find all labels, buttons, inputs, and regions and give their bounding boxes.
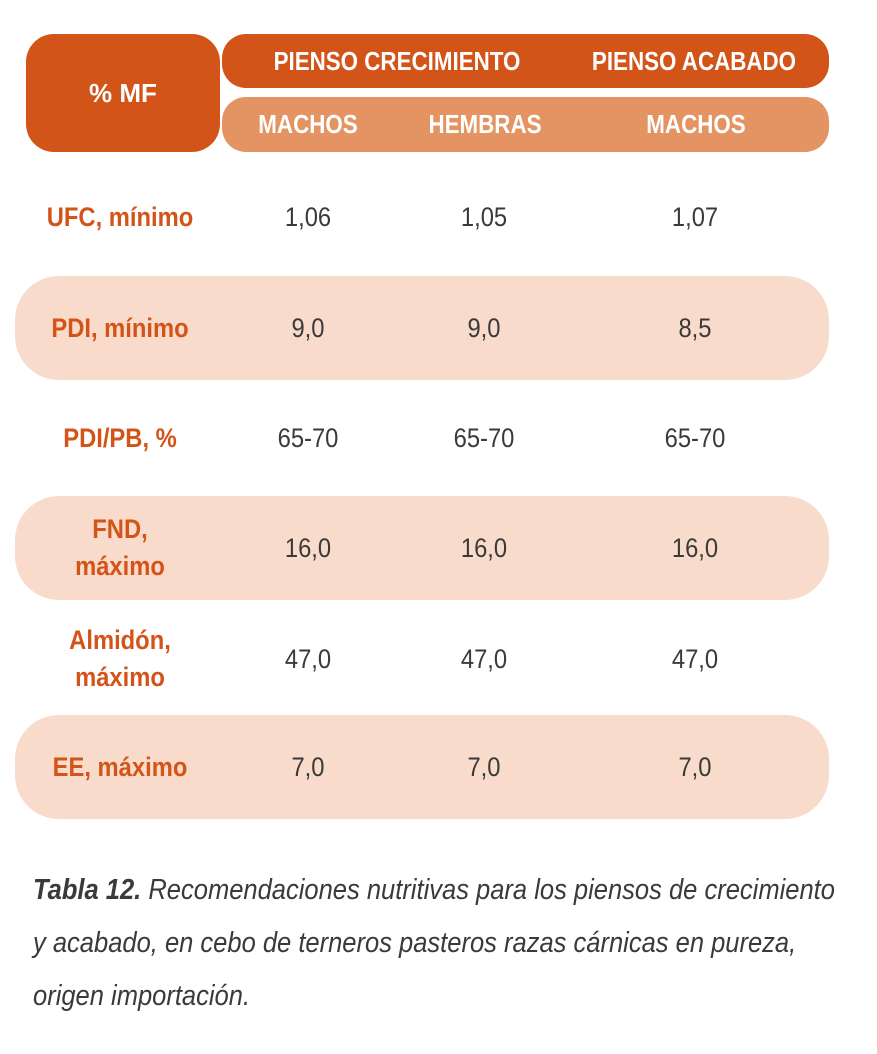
row-band xyxy=(15,496,829,600)
cell-value: 1,05 xyxy=(460,201,508,232)
cell-value: 9,0 xyxy=(467,312,501,343)
cell-value: 16,0 xyxy=(284,532,332,563)
table-row: UFC, mínimo 1,06 1,05 1,07 xyxy=(0,165,877,269)
table-row: Almidón, máximo 47,0 47,0 47,0 xyxy=(0,607,877,711)
cell-value: 7,0 xyxy=(291,751,325,782)
cell-value: 16,0 xyxy=(671,532,719,563)
cell-value: 65-70 xyxy=(277,422,339,453)
cell-value: 65-70 xyxy=(453,422,515,453)
sub-header-bar: MACHOS HEMBRAS MACHOS xyxy=(222,97,829,152)
cell-value: 65-70 xyxy=(664,422,726,453)
sub-header-machos-acabado: MACHOS xyxy=(646,109,746,139)
cell-value: 8,5 xyxy=(678,312,712,343)
caption-label: Tabla 12. xyxy=(33,874,142,906)
sub-header-hembras: HEMBRAS xyxy=(428,109,542,139)
row-label: UFC, mínimo xyxy=(46,201,194,232)
table-caption: Tabla 12. Recomendaciones nutritivas par… xyxy=(33,864,851,1023)
row-label: FND, máximo xyxy=(75,514,165,581)
table-row: EE, máximo 7,0 7,0 7,0 xyxy=(0,715,877,819)
cell-value: 16,0 xyxy=(460,532,508,563)
cell-value: 7,0 xyxy=(678,751,712,782)
group-header-crecimiento: PIENSO CRECIMIENTO xyxy=(273,45,521,76)
cell-value: 1,07 xyxy=(671,201,719,232)
row-label: PDI, mínimo xyxy=(51,312,189,343)
table-row: PDI/PB, % 65-70 65-70 65-70 xyxy=(0,386,877,490)
group-header-bar: PIENSO CRECIMIENTO PIENSO ACABADO xyxy=(222,34,829,88)
cell-value: 47,0 xyxy=(284,643,332,674)
group-header-acabado: PIENSO ACABADO xyxy=(591,45,797,76)
row-band xyxy=(15,715,829,819)
table-row: FND, máximo 16,0 16,0 16,0 xyxy=(0,496,877,600)
cell-value: 47,0 xyxy=(460,643,508,674)
row-label: PDI/PB, % xyxy=(63,422,177,453)
cell-value: 7,0 xyxy=(467,751,501,782)
row-band xyxy=(15,276,829,380)
sub-header-machos-crecimiento: MACHOS xyxy=(258,109,358,139)
caption-text: Recomendaciones nutritivas para los pien… xyxy=(33,874,835,1012)
cell-value: 1,06 xyxy=(284,201,332,232)
cell-value: 9,0 xyxy=(291,312,325,343)
table-row: PDI, mínimo 9,0 9,0 8,5 xyxy=(0,276,877,380)
row-label: Almidón, máximo xyxy=(69,625,171,692)
corner-header-cell: % MF xyxy=(26,34,220,152)
corner-label: % MF xyxy=(89,77,157,108)
row-label: EE, máximo xyxy=(52,751,188,782)
cell-value: 47,0 xyxy=(671,643,719,674)
